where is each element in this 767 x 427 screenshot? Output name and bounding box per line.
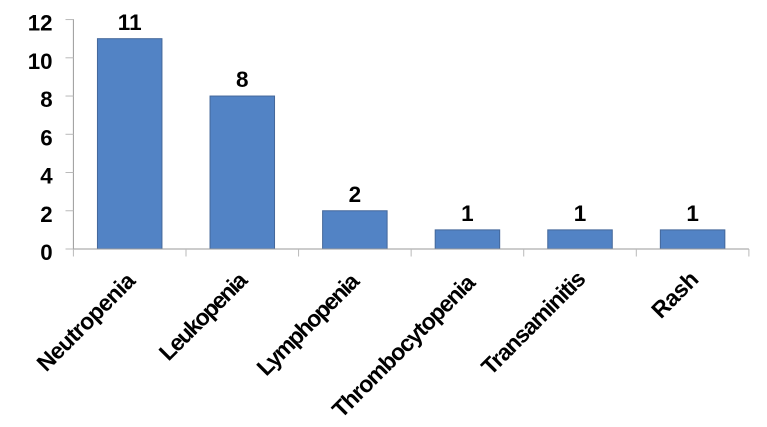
svg-text:1: 1 bbox=[686, 201, 699, 226]
svg-text:Leukopenia: Leukopenia bbox=[154, 267, 253, 366]
svg-text:Lymphopenia: Lymphopenia bbox=[251, 268, 364, 381]
svg-text:8: 8 bbox=[40, 87, 52, 112]
svg-text:Neutropenia: Neutropenia bbox=[31, 267, 140, 376]
svg-text:0: 0 bbox=[40, 240, 52, 265]
svg-text:11: 11 bbox=[118, 10, 142, 35]
svg-text:12: 12 bbox=[28, 11, 53, 36]
svg-text:8: 8 bbox=[236, 67, 249, 92]
svg-text:2: 2 bbox=[40, 202, 52, 227]
svg-text:6: 6 bbox=[40, 125, 52, 150]
svg-text:10: 10 bbox=[28, 49, 53, 74]
svg-text:Transaminitis: Transaminitis bbox=[476, 265, 591, 380]
svg-text:2: 2 bbox=[349, 182, 362, 207]
svg-text:1: 1 bbox=[574, 201, 587, 226]
svg-text:1: 1 bbox=[461, 201, 474, 226]
svg-text:4: 4 bbox=[40, 164, 53, 189]
svg-text:Rash: Rash bbox=[646, 266, 703, 323]
